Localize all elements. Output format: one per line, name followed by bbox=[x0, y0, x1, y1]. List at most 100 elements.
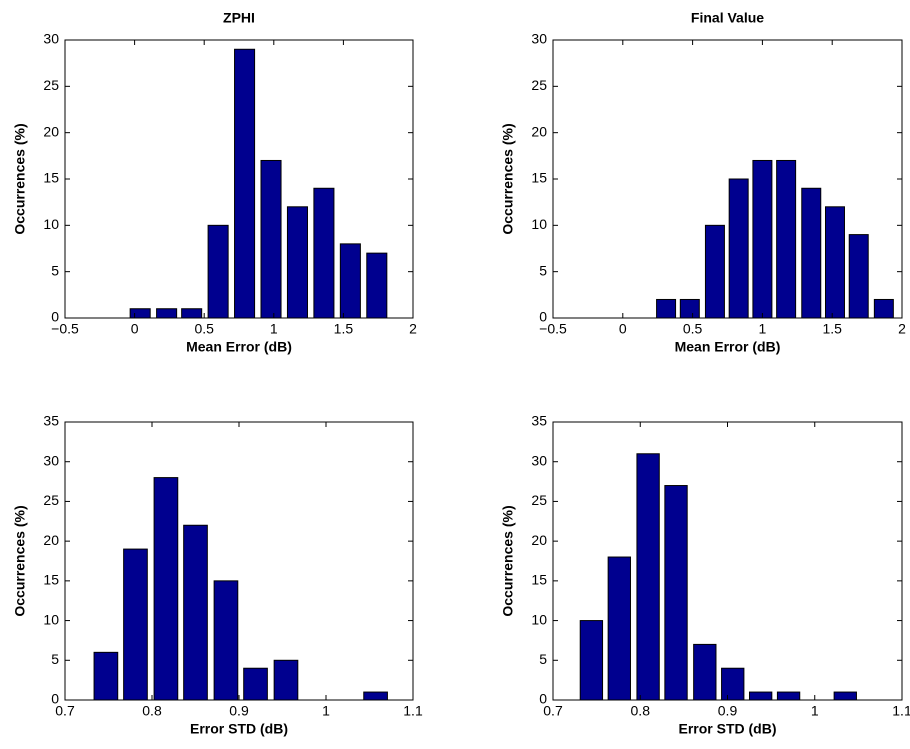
chart-title: ZPHI bbox=[223, 10, 255, 26]
x-tick-label: 2 bbox=[409, 321, 417, 337]
bar bbox=[801, 187, 822, 319]
y-tick-label: 10 bbox=[43, 611, 59, 627]
y-tick-label: 0 bbox=[51, 309, 59, 325]
bar bbox=[129, 308, 151, 319]
y-axis-label: Occurrences (%) bbox=[12, 505, 28, 616]
x-tick-label: 1 bbox=[759, 321, 767, 337]
bar bbox=[183, 524, 208, 701]
bar bbox=[833, 691, 857, 701]
bar bbox=[664, 485, 688, 701]
y-tick-label: 15 bbox=[531, 572, 547, 588]
y-tick-label: 5 bbox=[539, 651, 547, 667]
y-axis-label: Occurrences (%) bbox=[500, 505, 516, 616]
bar bbox=[656, 298, 677, 319]
y-tick-label: 35 bbox=[43, 413, 59, 429]
bar bbox=[366, 252, 388, 319]
y-tick-label: 25 bbox=[531, 77, 547, 93]
bar bbox=[273, 659, 299, 701]
x-tick-label: 2 bbox=[898, 321, 906, 337]
x-tick-label: 1.1 bbox=[403, 703, 423, 719]
bar bbox=[776, 691, 801, 701]
bar bbox=[728, 178, 749, 319]
y-axis-label: Occurrences (%) bbox=[12, 123, 28, 234]
bar bbox=[181, 308, 203, 319]
y-tick-label: 5 bbox=[539, 262, 547, 278]
bar bbox=[123, 548, 148, 701]
y-tick-label: 25 bbox=[43, 77, 59, 93]
x-tick-label: 0 bbox=[131, 321, 139, 337]
bar bbox=[721, 667, 745, 701]
y-tick-label: 30 bbox=[43, 31, 59, 47]
y-tick-label: 20 bbox=[43, 532, 59, 548]
bar bbox=[363, 691, 388, 701]
x-tick-label: 0.9 bbox=[718, 703, 738, 719]
y-tick-label: 35 bbox=[531, 413, 547, 429]
y-tick-label: 10 bbox=[43, 216, 59, 232]
x-tick-label: 1 bbox=[322, 703, 330, 719]
bar bbox=[260, 159, 282, 319]
y-tick-label: 20 bbox=[531, 123, 547, 139]
x-tick-label: 0.7 bbox=[543, 703, 563, 719]
y-tick-label: 25 bbox=[43, 492, 59, 508]
x-tick-label: 1 bbox=[270, 321, 278, 337]
x-axis-label: Mean Error (dB) bbox=[186, 339, 292, 355]
x-tick-label: 0 bbox=[619, 321, 627, 337]
y-tick-label: 30 bbox=[531, 452, 547, 468]
y-tick-label: 10 bbox=[531, 216, 547, 232]
y-tick-label: 10 bbox=[531, 611, 547, 627]
bar bbox=[704, 224, 725, 319]
y-tick-label: 25 bbox=[531, 492, 547, 508]
bar bbox=[156, 308, 178, 319]
x-tick-label: −0.5 bbox=[51, 321, 79, 337]
bar bbox=[748, 691, 773, 701]
bar bbox=[679, 298, 700, 319]
bar bbox=[243, 667, 268, 701]
y-tick-label: 0 bbox=[539, 691, 547, 707]
bar bbox=[873, 298, 894, 319]
chart-title: Final Value bbox=[691, 10, 764, 26]
x-tick-label: 0.8 bbox=[142, 703, 162, 719]
x-tick-label: 0.5 bbox=[683, 321, 703, 337]
y-tick-label: 15 bbox=[43, 170, 59, 186]
y-tick-label: 5 bbox=[51, 651, 59, 667]
bar bbox=[313, 187, 335, 319]
y-tick-label: 20 bbox=[531, 532, 547, 548]
y-tick-label: 30 bbox=[43, 452, 59, 468]
bar bbox=[234, 48, 256, 319]
bar bbox=[286, 206, 308, 319]
bar bbox=[607, 556, 631, 701]
x-tick-label: 0.9 bbox=[229, 703, 249, 719]
bar bbox=[776, 159, 797, 319]
x-tick-label: 0.5 bbox=[194, 321, 214, 337]
bar bbox=[824, 206, 845, 319]
bar bbox=[93, 651, 119, 701]
y-tick-label: 15 bbox=[43, 572, 59, 588]
y-tick-label: 30 bbox=[531, 31, 547, 47]
bar bbox=[752, 159, 773, 319]
y-tick-label: 5 bbox=[51, 262, 59, 278]
bar bbox=[153, 477, 179, 701]
bar bbox=[579, 620, 604, 701]
x-tick-label: 1.5 bbox=[334, 321, 354, 337]
x-tick-label: 1 bbox=[811, 703, 819, 719]
bar bbox=[636, 453, 660, 701]
x-tick-label: 1.5 bbox=[822, 321, 842, 337]
x-tick-label: 0.8 bbox=[631, 703, 651, 719]
bar bbox=[693, 643, 717, 701]
x-axis-label: Mean Error (dB) bbox=[675, 339, 781, 355]
y-axis-label: Occurrences (%) bbox=[500, 123, 516, 234]
x-tick-label: 1.1 bbox=[892, 703, 910, 719]
x-tick-label: −0.5 bbox=[539, 321, 567, 337]
y-tick-label: 15 bbox=[531, 170, 547, 186]
axes-box bbox=[552, 421, 903, 701]
bar bbox=[848, 234, 869, 319]
y-tick-label: 0 bbox=[539, 309, 547, 325]
bar bbox=[213, 580, 239, 701]
y-tick-label: 0 bbox=[51, 691, 59, 707]
x-axis-label: Error STD (dB) bbox=[190, 721, 288, 737]
bar bbox=[207, 224, 229, 319]
x-tick-label: 0.7 bbox=[55, 703, 75, 719]
bar bbox=[339, 243, 361, 319]
